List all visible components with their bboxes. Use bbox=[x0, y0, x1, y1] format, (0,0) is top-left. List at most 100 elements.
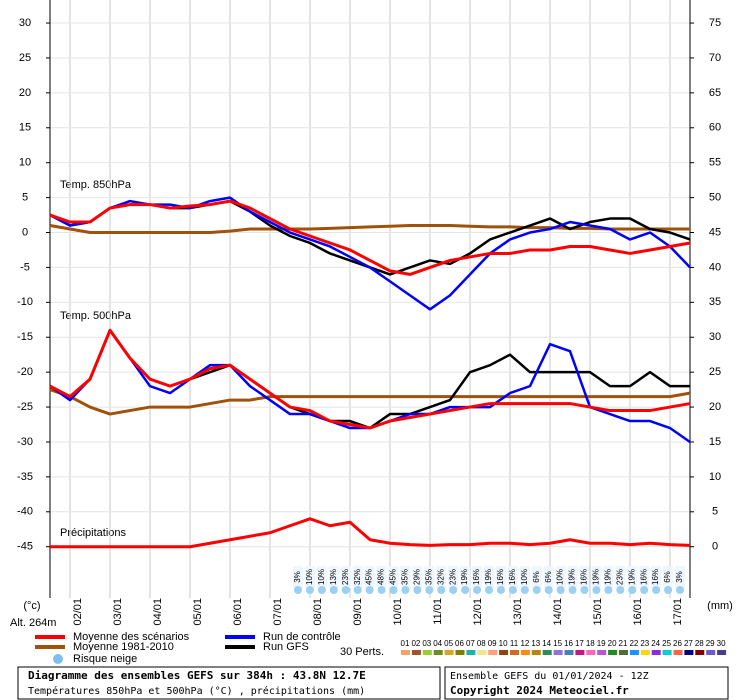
y-tick-label: -15 bbox=[17, 331, 33, 343]
snow-icon bbox=[305, 586, 314, 594]
pert-label: 14 bbox=[542, 639, 551, 648]
snow-icon bbox=[592, 586, 601, 594]
y2-tick-label: 0 bbox=[712, 541, 718, 553]
pert-swatch bbox=[510, 650, 519, 655]
snow-risk: 19% bbox=[592, 569, 601, 585]
footer-run: Ensemble GEFS du 01/01/2024 - 12Z bbox=[450, 671, 649, 682]
snow-risk: 32% bbox=[436, 569, 445, 585]
pert-label: 28 bbox=[695, 639, 704, 648]
x-tick-label: 03/01 bbox=[112, 598, 124, 626]
snow-band bbox=[352, 566, 363, 588]
x-tick-label: 02/01 bbox=[72, 598, 84, 626]
y-tick-label: 0 bbox=[22, 226, 28, 238]
snow-icon bbox=[676, 586, 684, 594]
snow-band bbox=[651, 566, 662, 588]
snow-band bbox=[639, 566, 650, 588]
pert-label: 29 bbox=[706, 639, 715, 648]
snow-band bbox=[603, 566, 614, 588]
pert-label: 19 bbox=[597, 639, 606, 648]
pert-swatch bbox=[520, 650, 530, 655]
pert-label: 21 bbox=[619, 639, 628, 648]
snow-icon bbox=[365, 586, 374, 594]
pert-label: 07 bbox=[466, 639, 475, 648]
pert-label: 22 bbox=[629, 639, 638, 648]
snow-band bbox=[388, 566, 399, 588]
series-line bbox=[50, 517, 691, 549]
pert-swatch bbox=[586, 650, 596, 655]
snow-risk: 16% bbox=[472, 569, 481, 585]
pert-label: 20 bbox=[608, 639, 617, 648]
x-tick-label: 09/01 bbox=[352, 598, 364, 626]
snow-band bbox=[412, 566, 423, 588]
altitude: Alt. 264m bbox=[10, 617, 56, 629]
snow-band bbox=[293, 566, 303, 588]
snow-band bbox=[472, 566, 483, 588]
snow-risk: 6% bbox=[663, 571, 672, 583]
snow-risk: 6% bbox=[544, 571, 553, 583]
snow-band bbox=[364, 566, 375, 588]
series-line bbox=[49, 329, 691, 444]
snow-band bbox=[448, 566, 459, 588]
pert-swatch bbox=[695, 650, 705, 655]
pert-swatch bbox=[444, 650, 454, 655]
snow-icon bbox=[294, 586, 302, 594]
pert-label: 02 bbox=[411, 639, 420, 648]
snow-risk: 3% bbox=[675, 571, 684, 583]
snow-icon bbox=[317, 586, 326, 594]
snow-icon bbox=[628, 586, 637, 594]
pert-label: 05 bbox=[444, 639, 453, 648]
y2-tick-label: 70 bbox=[709, 52, 721, 64]
snow-risk: 16% bbox=[639, 569, 648, 585]
footer-box bbox=[444, 666, 729, 700]
pert-swatch bbox=[662, 650, 672, 655]
snow-band bbox=[376, 566, 387, 588]
pert-label: 06 bbox=[455, 639, 464, 648]
snow-icon bbox=[377, 586, 386, 594]
y2-tick-label: 60 bbox=[709, 122, 721, 134]
y2-tick-label: 65 bbox=[709, 87, 721, 99]
snow-band bbox=[543, 566, 554, 588]
legend-label: Run de contrôle bbox=[263, 631, 341, 643]
snow-risk: 10% bbox=[556, 569, 565, 585]
pert-swatch bbox=[684, 650, 694, 655]
series-line bbox=[49, 388, 691, 416]
x-tick-label: 12/01 bbox=[472, 598, 484, 626]
pert-label: 08 bbox=[477, 639, 486, 648]
snow-icon bbox=[580, 586, 589, 594]
pert-swatch bbox=[455, 650, 465, 655]
snow-band bbox=[424, 566, 435, 588]
pert-label: 25 bbox=[662, 639, 671, 648]
snow-band bbox=[627, 566, 638, 588]
footer-subtitle: Températures 850hPa et 500hPa (°C) , pré… bbox=[28, 685, 365, 697]
snow-icon bbox=[329, 586, 338, 594]
pert-label: 16 bbox=[564, 639, 573, 648]
snow-band bbox=[663, 566, 674, 588]
pert-swatch bbox=[673, 650, 683, 655]
unit-label: (mm) bbox=[707, 600, 733, 612]
pert-label: 04 bbox=[433, 639, 442, 648]
x-tick-label: 11/01 bbox=[432, 598, 444, 625]
y2-tick-label: 10 bbox=[709, 471, 721, 483]
pert-swatch bbox=[542, 650, 552, 655]
y-tick-label: 30 bbox=[19, 17, 31, 29]
x-tick-label: 05/01 bbox=[192, 598, 204, 626]
snow-icon bbox=[532, 586, 541, 594]
y2-tick-label: 40 bbox=[709, 261, 721, 273]
pert-label: 27 bbox=[684, 639, 693, 648]
x-tick-label: 10/01 bbox=[392, 598, 404, 626]
snow-band bbox=[484, 566, 494, 588]
snow-risk: 48% bbox=[377, 569, 386, 585]
y-tick-label: 5 bbox=[22, 192, 28, 204]
snow-band bbox=[340, 566, 351, 588]
snow-risk: 23% bbox=[448, 569, 457, 585]
y2-tick-label: 20 bbox=[709, 401, 721, 413]
legend-label: Moyenne des scénarios bbox=[73, 631, 190, 643]
snow-band bbox=[436, 566, 447, 588]
pert-label: 24 bbox=[651, 639, 660, 648]
snow-icon bbox=[664, 586, 673, 594]
snow-band bbox=[316, 566, 327, 588]
y-tick-label: 25 bbox=[19, 52, 31, 64]
pert-swatch bbox=[488, 650, 498, 655]
y-tick-label: -35 bbox=[17, 471, 33, 483]
